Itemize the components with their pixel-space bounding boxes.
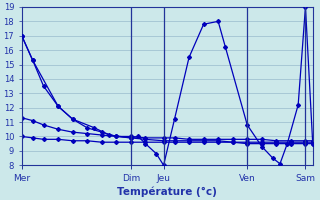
X-axis label: Température (°c): Température (°c) xyxy=(117,186,217,197)
